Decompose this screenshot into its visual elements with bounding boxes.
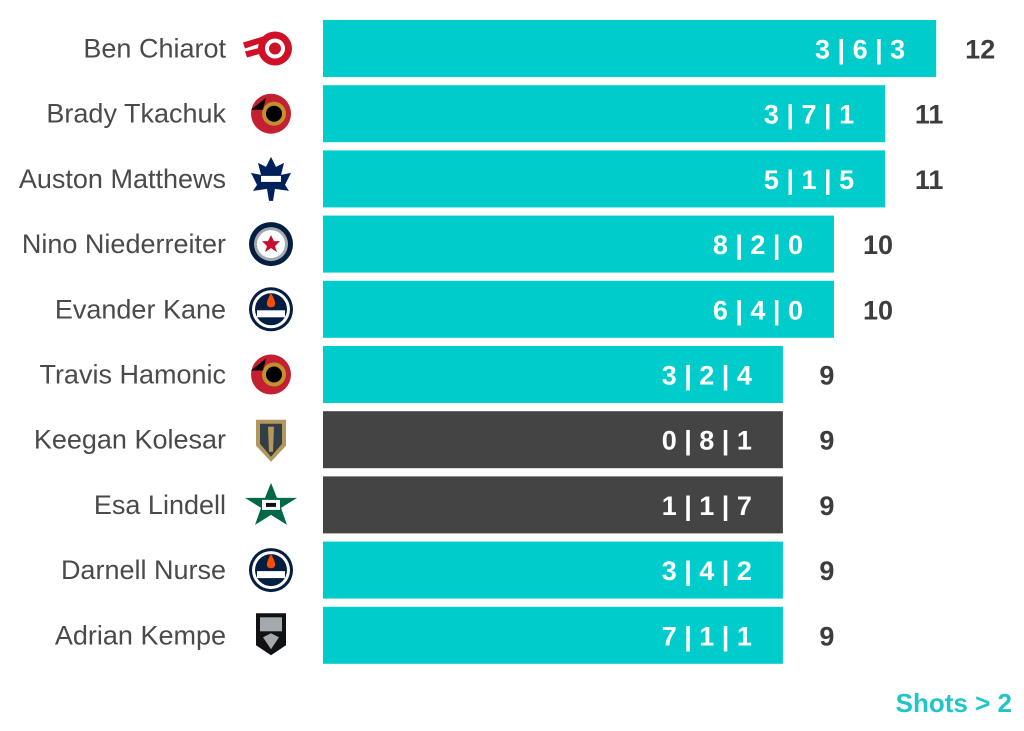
bar-total-label: 9: [819, 426, 834, 456]
dallas-stars-icon: [245, 482, 297, 525]
footnote: Shots > 2: [895, 688, 1012, 718]
player-name: Nino Niederreiter: [22, 229, 226, 259]
bar: [323, 411, 783, 469]
bar-breakdown-label: 7 | 1 | 1: [662, 621, 752, 651]
player-name: Travis Hamonic: [39, 360, 226, 390]
bar-breakdown-label: 5 | 1 | 5: [764, 165, 854, 195]
bar: [323, 346, 783, 403]
bar-total-label: 10: [863, 295, 893, 325]
bar-breakdown-label: 3 | 2 | 4: [662, 361, 752, 391]
player-name: Ben Chiarot: [83, 34, 226, 64]
bar: [323, 20, 937, 77]
bar-total-label: 11: [915, 165, 944, 195]
toronto-maple-leafs-icon: [251, 156, 291, 201]
player-name: Darnell Nurse: [61, 555, 226, 585]
player-name: Adrian Kempe: [55, 620, 226, 650]
ottawa-senators-icon: [251, 93, 291, 134]
bar: [323, 85, 886, 143]
bar: [323, 606, 783, 664]
player-name: Keegan Kolesar: [34, 425, 226, 455]
bar-total-label: 9: [819, 621, 834, 651]
bar: [323, 280, 834, 338]
vegas-golden-knights-icon: [256, 419, 286, 462]
bar-total-label: 9: [819, 361, 834, 391]
ottawa-senators-icon: [251, 354, 291, 395]
bar-total-label: 10: [863, 230, 893, 260]
detroit-red-wings-icon: [243, 31, 292, 66]
bar-total-label: 11: [915, 100, 944, 130]
bar-breakdown-label: 8 | 2 | 0: [713, 230, 803, 260]
bar: [323, 150, 886, 208]
bar: [323, 541, 783, 599]
bar-breakdown-label: 0 | 8 | 1: [662, 426, 752, 456]
bar: [323, 476, 783, 534]
bar-breakdown-label: 3 | 6 | 3: [815, 35, 905, 65]
edmonton-oilers-icon: [249, 548, 293, 593]
bar: [323, 215, 834, 273]
bar-breakdown-label: 3 | 4 | 2: [662, 556, 752, 586]
player-name: Esa Lindell: [94, 490, 226, 520]
bar-total-label: 9: [819, 556, 834, 586]
bar-breakdown-label: 3 | 7 | 1: [764, 100, 854, 130]
bar-total-label: 9: [819, 491, 834, 521]
player-name: Evander Kane: [55, 294, 226, 324]
player-name: Auston Matthews: [19, 164, 226, 194]
player-name: Brady Tkachuk: [46, 99, 226, 129]
bar-breakdown-label: 6 | 4 | 0: [713, 295, 803, 325]
edmonton-oilers-icon: [249, 287, 293, 332]
los-angeles-kings-icon: [256, 613, 286, 656]
bar-total-label: 12: [965, 35, 995, 65]
bar-breakdown-label: 1 | 1 | 7: [662, 491, 752, 521]
winnipeg-jets-icon: [249, 222, 293, 267]
